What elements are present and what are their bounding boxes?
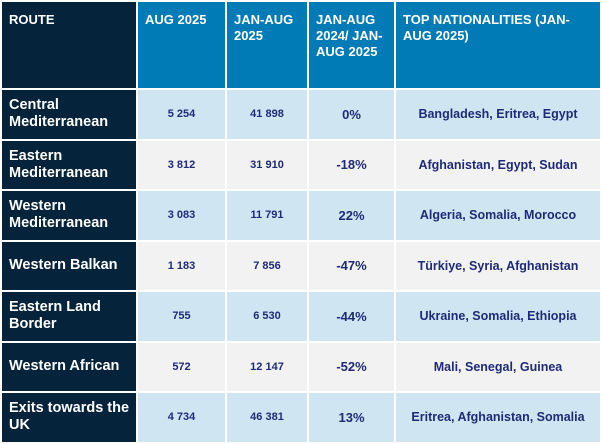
change-cell: -18% — [307, 138, 396, 191]
change-cell: -52% — [307, 340, 396, 393]
header-aug-2025: AUG 2025 — [136, 0, 227, 90]
nationalities-cell: Türkiye, Syria, Afghanistan — [394, 239, 602, 292]
aug-cell: 755 — [136, 290, 227, 343]
table-row: Central Mediterranean 5 254 41 898 0% Bangla… — [0, 88, 602, 141]
nationalities-cell: Mali, Senegal, Guinea — [394, 340, 602, 393]
aug-cell: 4 734 — [136, 391, 227, 444]
aug-cell: 5 254 — [136, 88, 227, 141]
nationalities-cell: Ukraine, Somalia, Ethiopia — [394, 290, 602, 343]
nationalities-cell: Bangladesh, Eritrea, Egypt — [394, 88, 602, 141]
change-cell: 13% — [307, 391, 396, 444]
nationalities-cell: Eritrea, Afghanistan, Somalia — [394, 391, 602, 444]
header-route: ROUTE — [0, 0, 138, 90]
table-row: Western African 572 12 147 -52% Mali, Senega… — [0, 340, 602, 393]
table-row: Eastern Mediterranean 3 812 31 910 -18% Afgh… — [0, 138, 602, 191]
nationalities-cell: Afghanistan, Egypt, Sudan — [394, 138, 602, 191]
route-cell: Western African — [0, 340, 138, 393]
aug-cell: 3 812 — [136, 138, 227, 191]
route-cell: Eastern Mediterranean — [0, 138, 138, 191]
route-cell: Central Mediterranean — [0, 88, 138, 141]
change-cell: -44% — [307, 290, 396, 343]
route-cell: Western Balkan — [0, 239, 138, 292]
jan-aug-cell: 46 381 — [225, 391, 309, 444]
aug-cell: 3 083 — [136, 189, 227, 242]
nationalities-cell: Algeria, Somalia, Morocco — [394, 189, 602, 242]
route-cell: Exits towards the UK — [0, 391, 138, 444]
header-jan-aug-2025: JAN-AUG 2025 — [225, 0, 309, 90]
jan-aug-cell: 6 530 — [225, 290, 309, 343]
route-cell: Western Mediterranean — [0, 189, 138, 242]
table-row: Eastern Land Border 755 6 530 -44% Ukraine, … — [0, 290, 602, 343]
jan-aug-cell: 31 910 — [225, 138, 309, 191]
table-row: Exits towards the UK 4 734 46 381 13% Eritre… — [0, 391, 602, 444]
table-row: Western Balkan 1 183 7 856 -47% Türkiye, Syr… — [0, 239, 602, 292]
jan-aug-cell: 12 147 — [225, 340, 309, 393]
jan-aug-cell: 41 898 — [225, 88, 309, 141]
change-cell: -47% — [307, 239, 396, 292]
route-cell: Eastern Land Border — [0, 290, 138, 343]
header-nationalities: TOP NATIONALITIES (JAN-AUG 2025) — [394, 0, 602, 90]
jan-aug-cell: 7 856 — [225, 239, 309, 292]
header-change: JAN-AUG 2024/ JAN-AUG 2025 — [307, 0, 396, 90]
aug-cell: 572 — [136, 340, 227, 393]
table-row: Western Mediterranean 3 083 11 791 22% Alger… — [0, 189, 602, 242]
change-cell: 22% — [307, 189, 396, 242]
change-cell: 0% — [307, 88, 396, 141]
aug-cell: 1 183 — [136, 239, 227, 292]
jan-aug-cell: 11 791 — [225, 189, 309, 242]
header-row: ROUTE AUG 2025 JAN-AUG 2025 JAN-AUG 2024… — [0, 0, 602, 90]
